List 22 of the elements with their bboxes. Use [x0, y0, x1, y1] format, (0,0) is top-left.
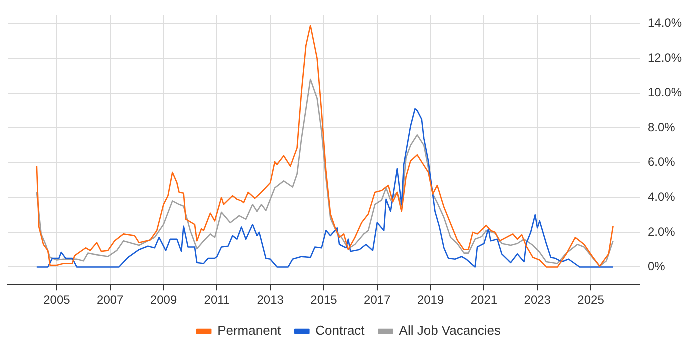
y-tick-label: 4.0% [648, 190, 676, 204]
x-tick-label: 2011 [204, 293, 230, 308]
y-tick-label: 14.0% [648, 16, 682, 30]
y-tick-label: 2.0% [648, 224, 676, 239]
x-tick-label: 2019 [417, 293, 444, 308]
legend-label: Contract [316, 323, 366, 338]
y-tick-label: 8.0% [648, 120, 676, 134]
y-tick-label: 12.0% [648, 50, 682, 65]
x-tick-label: 2005 [44, 293, 71, 308]
x-tick-label: 2007 [97, 293, 124, 308]
y-tick-label: 0% [648, 260, 666, 274]
x-tick-label: 2009 [150, 293, 178, 308]
x-tick-label: 2021 [470, 293, 498, 308]
y-tick-label: 6.0% [648, 155, 676, 170]
x-tick-label: 2015 [310, 293, 338, 308]
legend-label: All Job Vacancies [399, 323, 502, 338]
legend-label: Permanent [218, 323, 282, 338]
x-tick-label: 2025 [578, 293, 605, 308]
y-tick-label: 10.0% [648, 86, 682, 100]
x-tick-label: 2023 [524, 293, 552, 308]
x-tick-label: 2017 [364, 293, 392, 308]
x-tick-label: 2013 [257, 293, 284, 308]
